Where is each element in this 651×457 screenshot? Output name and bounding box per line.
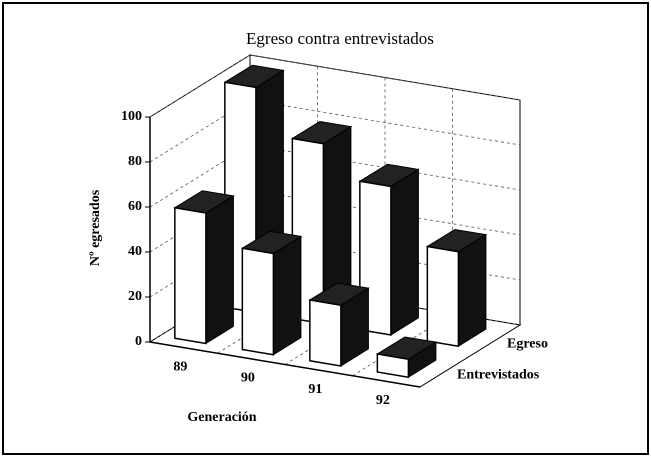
y-tick-label: 60 bbox=[128, 199, 142, 214]
bar-side bbox=[205, 195, 234, 345]
bar bbox=[241, 247, 275, 356]
x-tick-label: 90 bbox=[241, 371, 255, 386]
bar-side bbox=[457, 233, 487, 348]
series-label: Entrevistados bbox=[457, 368, 540, 383]
x-tick-label: 89 bbox=[173, 359, 187, 374]
bar bbox=[376, 353, 410, 379]
bar bbox=[174, 206, 207, 345]
bar bbox=[309, 299, 342, 367]
y-tick-label: 100 bbox=[121, 109, 142, 124]
grid-line bbox=[149, 189, 521, 253]
y-tick-label: 0 bbox=[135, 334, 142, 349]
y-tick-label: 80 bbox=[128, 154, 142, 169]
bar bbox=[426, 245, 460, 348]
bar-side bbox=[272, 235, 302, 356]
y-tick-label: 40 bbox=[128, 244, 142, 259]
x-axis-label: Generación bbox=[187, 410, 256, 425]
y-axis-label: Nº egresados bbox=[88, 189, 103, 266]
bar-side bbox=[390, 168, 419, 336]
y-tick-label: 20 bbox=[128, 289, 142, 304]
grid-line bbox=[149, 144, 521, 208]
x-tick-label: 92 bbox=[376, 393, 390, 408]
x-axis bbox=[149, 341, 421, 388]
grid-line bbox=[149, 99, 521, 163]
series-label: Egreso bbox=[507, 337, 548, 352]
x-tick-label: 91 bbox=[308, 382, 322, 397]
grid-line bbox=[149, 54, 521, 118]
chart-title: Egreso contra entrevistados bbox=[246, 29, 434, 48]
